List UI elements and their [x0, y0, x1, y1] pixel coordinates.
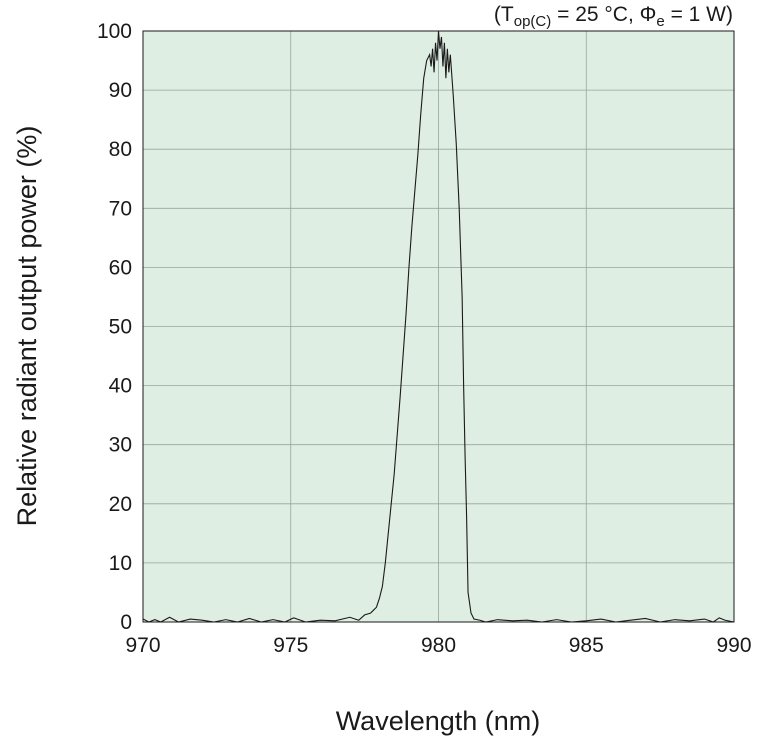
- y-tick-label: 30: [109, 434, 132, 457]
- y-tick-label: 10: [109, 552, 132, 575]
- y-axis-ticks: 0 10 20 30 40 50 60 70 80 90 100: [97, 20, 132, 634]
- measurement-conditions: (Top(C) = 25 °C, Φe = 1 W): [494, 3, 733, 30]
- plot-frame: [142, 30, 735, 623]
- x-axis-label: Wavelength (nm): [336, 706, 541, 736]
- y-axis-label: Relative radiant output power (%): [12, 126, 42, 527]
- y-tick-label: 50: [109, 316, 132, 339]
- y-tick-label: 70: [109, 197, 132, 220]
- y-tick-label: 90: [109, 79, 132, 102]
- y-tick-label: 80: [109, 138, 132, 161]
- x-tick-label: 990: [716, 634, 751, 657]
- y-tick-label: 40: [109, 375, 132, 398]
- x-tick-label: 980: [421, 634, 456, 657]
- y-tick-label: 20: [109, 493, 132, 516]
- y-tick-label: 100: [97, 20, 132, 43]
- x-tick-label: 970: [125, 634, 160, 657]
- x-axis-ticks: 970 975 980 985 990: [125, 634, 751, 657]
- y-tick-label: 0: [120, 611, 132, 634]
- gridlines: [142, 30, 735, 623]
- x-tick-label: 975: [273, 634, 308, 657]
- y-tick-label: 60: [109, 256, 132, 279]
- x-tick-label: 985: [569, 634, 604, 657]
